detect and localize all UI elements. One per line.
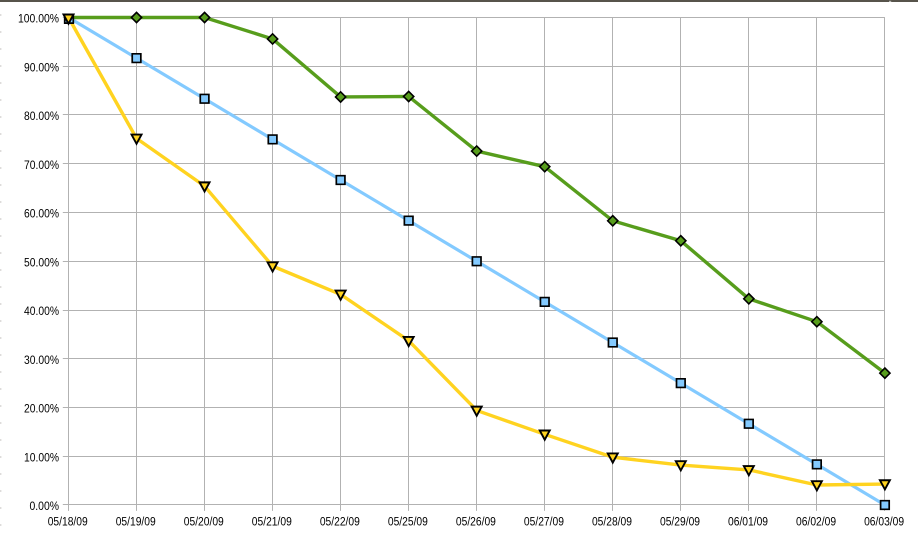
svg-text:05/20/09: 05/20/09 (184, 516, 224, 528)
svg-text:05/29/09: 05/29/09 (660, 516, 700, 528)
svg-text:05/25/09: 05/25/09 (388, 516, 428, 528)
svg-text:05/26/09: 05/26/09 (456, 516, 496, 528)
svg-text:06/02/09: 06/02/09 (796, 516, 836, 528)
svg-text:100.00%: 100.00% (18, 14, 59, 26)
svg-text:0.00%: 0.00% (30, 501, 60, 513)
svg-text:06/01/09: 06/01/09 (728, 516, 768, 528)
svg-text:06/03/09: 06/03/09 (864, 516, 904, 528)
svg-text:05/27/09: 05/27/09 (524, 516, 564, 528)
svg-text:10.00%: 10.00% (24, 452, 59, 464)
svg-text:05/21/09: 05/21/09 (252, 516, 292, 528)
svg-text:90.00%: 90.00% (24, 62, 59, 74)
svg-text:30.00%: 30.00% (24, 355, 59, 367)
svg-text:20.00%: 20.00% (24, 404, 59, 416)
svg-text:40.00%: 40.00% (24, 306, 59, 318)
svg-text:50.00%: 50.00% (24, 257, 59, 269)
svg-text:05/18/09: 05/18/09 (48, 516, 88, 528)
svg-text:05/28/09: 05/28/09 (592, 516, 632, 528)
svg-text:05/22/09: 05/22/09 (320, 516, 360, 528)
svg-text:05/19/09: 05/19/09 (116, 516, 156, 528)
svg-text:70.00%: 70.00% (24, 160, 59, 172)
svg-text:80.00%: 80.00% (24, 111, 59, 123)
svg-text:60.00%: 60.00% (24, 209, 59, 221)
